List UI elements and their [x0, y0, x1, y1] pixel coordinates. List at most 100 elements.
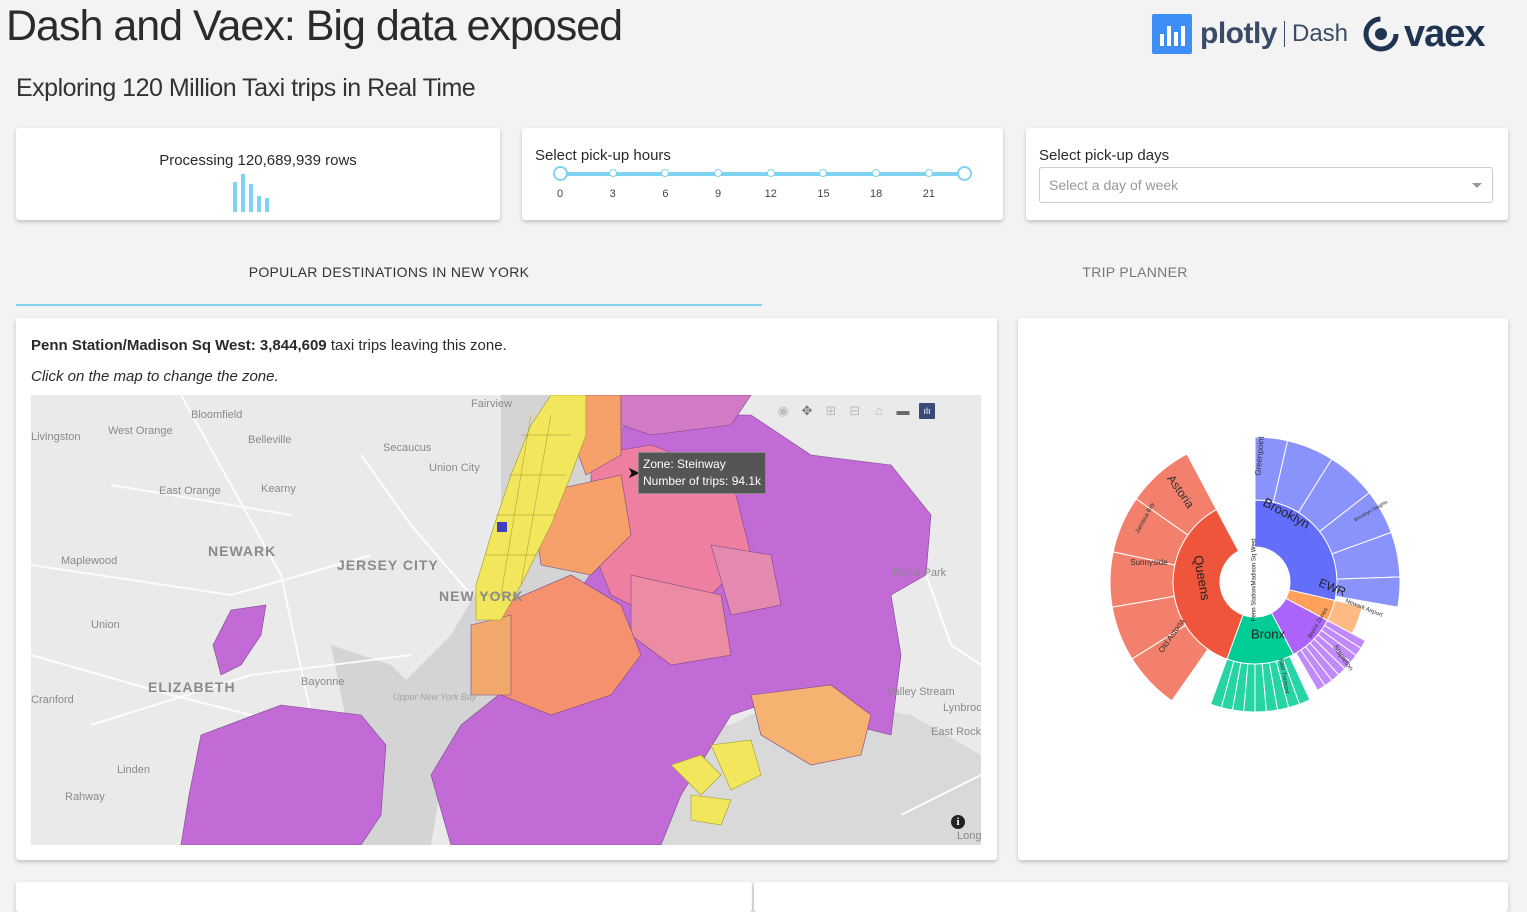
processing-status: Processing 120,689,939 rows: [159, 152, 357, 169]
slider-mark-label: 9: [715, 188, 722, 200]
sunburst-brooklyn-zone[interactable]: [1335, 576, 1401, 608]
slider-mark-label: 6: [662, 188, 669, 200]
map-label-long-beach: Long Beach: [957, 830, 981, 842]
map-label-fairview: Fairview: [471, 398, 512, 410]
label-sunnyside: Sunnyside: [1130, 558, 1168, 567]
choropleth-map[interactable]: Fairview Bloomfield West Orange Bellevil…: [31, 395, 981, 845]
vaex-logo-text: vaex: [1404, 12, 1486, 55]
map-label-bloomfield: Bloomfield: [191, 409, 242, 421]
selected-zone[interactable]: [497, 522, 507, 532]
map-label-valley-stream: Valley Stream: [887, 686, 955, 698]
vaex-mark-icon: [1363, 16, 1399, 52]
map-label-union: Union: [91, 619, 120, 631]
tooltip-trips: Number of trips: 94.1k: [643, 474, 762, 488]
map-label-upper-bay: Upper New York Bay: [393, 692, 477, 702]
loading-bars-icon: [233, 174, 283, 212]
pickup-days-placeholder: Select a day of week: [1049, 177, 1179, 193]
app-title: Dash and Vaex: Big data exposed: [6, 2, 623, 50]
slider-mark-label: 15: [817, 188, 830, 200]
pickup-days-dropdown[interactable]: Select a day of week: [1039, 167, 1493, 203]
chevron-down-icon[interactable]: [1472, 183, 1482, 188]
pan-icon[interactable]: ✥: [801, 403, 813, 418]
processing-card: Processing 120,689,939 rows: [16, 128, 500, 220]
toggle-hover-icon[interactable]: ▬: [896, 403, 910, 418]
map-label-linden: Linden: [117, 764, 150, 776]
zone-info-suffix: taxi trips leaving this zone.: [326, 337, 507, 354]
map-label-elizabeth: ELIZABETH: [148, 679, 236, 695]
zone-name: Penn Station/Madison Sq West:: [31, 337, 256, 354]
slider-step-dot: [872, 169, 881, 177]
plotly-logo-icon[interactable]: ılı: [919, 403, 935, 419]
sunburst-center-label: Penn Station/Madison Sq West: [1252, 538, 1258, 621]
dash-logo-text: Dash: [1292, 20, 1349, 47]
map-label-floral-park: Floral Park: [893, 567, 947, 579]
slider-end-handle[interactable]: [957, 166, 972, 181]
camera-icon[interactable]: ◉: [777, 403, 789, 418]
slider-step-dot: [924, 169, 933, 177]
map-label-east-orange: East Orange: [159, 485, 221, 497]
slider-start-handle[interactable]: [553, 166, 568, 181]
tooltip-zone: Zone: Steinway: [643, 457, 726, 471]
map-label-new-york: NEW YORK: [439, 588, 524, 604]
map-canvas[interactable]: Fairview Bloomfield West Orange Bellevil…: [31, 395, 981, 845]
zone-trip-count: 3,844,609: [259, 337, 327, 354]
pickup-hours-label: Select pick-up hours: [535, 147, 671, 164]
tab-trip-planner[interactable]: TRIP PLANNER: [1082, 264, 1188, 280]
sunburst-card: Brooklyn Queens Bronx EWR Penn Station/Madis…: [1018, 318, 1508, 860]
map-attribution-info-icon[interactable]: i: [951, 815, 965, 829]
label-bronx: Bronx: [1251, 626, 1285, 641]
plotly-mark-icon: [1152, 14, 1192, 54]
sunburst-staten-zone[interactable]: [1295, 649, 1326, 691]
label-greenpoint: Greenpoint: [1253, 435, 1265, 476]
map-label-belleville: Belleville: [248, 434, 291, 446]
map-label-maplewood: Maplewood: [61, 555, 117, 567]
plotly-dash-logo[interactable]: plotly Dash: [1152, 14, 1348, 54]
reset-view-icon[interactable]: ⌂: [875, 403, 883, 418]
tab-popular-destinations[interactable]: POPULAR DESTINATIONS IN NEW YORK: [248, 264, 530, 280]
map-label-bayonne: Bayonne: [301, 676, 344, 688]
zoom-in-icon[interactable]: ⊞: [825, 403, 837, 418]
map-click-hint: Click on the map to change the zone.: [31, 368, 279, 385]
map-label-west-orange: West Orange: [108, 425, 173, 437]
mouse-cursor-icon: ➤: [627, 465, 641, 482]
zone-info-text: Penn Station/Madison Sq West: 3,844,609 …: [31, 337, 507, 354]
slider-mark-label: 18: [870, 188, 883, 200]
slider-mark-label: 21: [922, 188, 935, 200]
slider-step-dot: [766, 169, 775, 177]
map-modebar: ◉ ✥ ⊞ ⊟ ⌂ ▬ ılı: [775, 402, 935, 420]
zoom-out-icon[interactable]: ⊟: [849, 403, 861, 418]
pickup-days-label: Select pick-up days: [1039, 147, 1170, 164]
map-label-jersey-city: JERSEY CITY: [337, 557, 439, 573]
map-label-livingston: Livingston: [31, 431, 81, 443]
slider-mark-label: 0: [556, 188, 564, 200]
map-label-newark: NEWARK: [208, 543, 276, 559]
plotly-logo-text: plotly: [1200, 17, 1278, 50]
map-card: Penn Station/Madison Sq West: 3,844,609 …: [16, 318, 997, 860]
slider-step-dot: [714, 169, 723, 177]
bottom-card-right: [754, 882, 1508, 912]
active-tab-indicator: [16, 304, 762, 306]
pickup-hours-card: Select pick-up hours 0 3 6 9 12 15 18 21: [522, 128, 1003, 220]
slider-step-dot: [819, 169, 828, 177]
slider-mark-label: 12: [764, 188, 777, 200]
map-label-east-rockaway: East Rockaway: [931, 726, 981, 738]
sunburst-queens-zone[interactable]: [1135, 453, 1218, 536]
vaex-logo[interactable]: vaex: [1362, 12, 1486, 56]
pickup-days-card: Select pick-up days Select a day of week: [1026, 128, 1508, 220]
map-label-rahway: Rahway: [65, 791, 105, 803]
hours-range-slider-track[interactable]: [560, 172, 964, 176]
map-label-union-city: Union City: [429, 462, 480, 474]
slider-step-dot: [661, 169, 670, 177]
map-label-lynbrook: Lynbrook: [943, 702, 981, 714]
sunburst-bronx-zone[interactable]: [1209, 658, 1235, 709]
logo-separator: [1284, 21, 1285, 47]
bottom-card-left: [16, 882, 752, 912]
map-label-secaucus: Secaucus: [383, 442, 432, 454]
slider-mark-label: 3: [609, 188, 616, 200]
slider-step-dot: [608, 169, 617, 177]
map-hover-tooltip: Zone: Steinway Number of trips: 94.1k: [638, 452, 767, 494]
map-label-kearny: Kearny: [261, 483, 296, 495]
app-subtitle: Exploring 120 Million Taxi trips in Real…: [16, 74, 476, 102]
map-label-cranford: Cranford: [31, 694, 74, 706]
